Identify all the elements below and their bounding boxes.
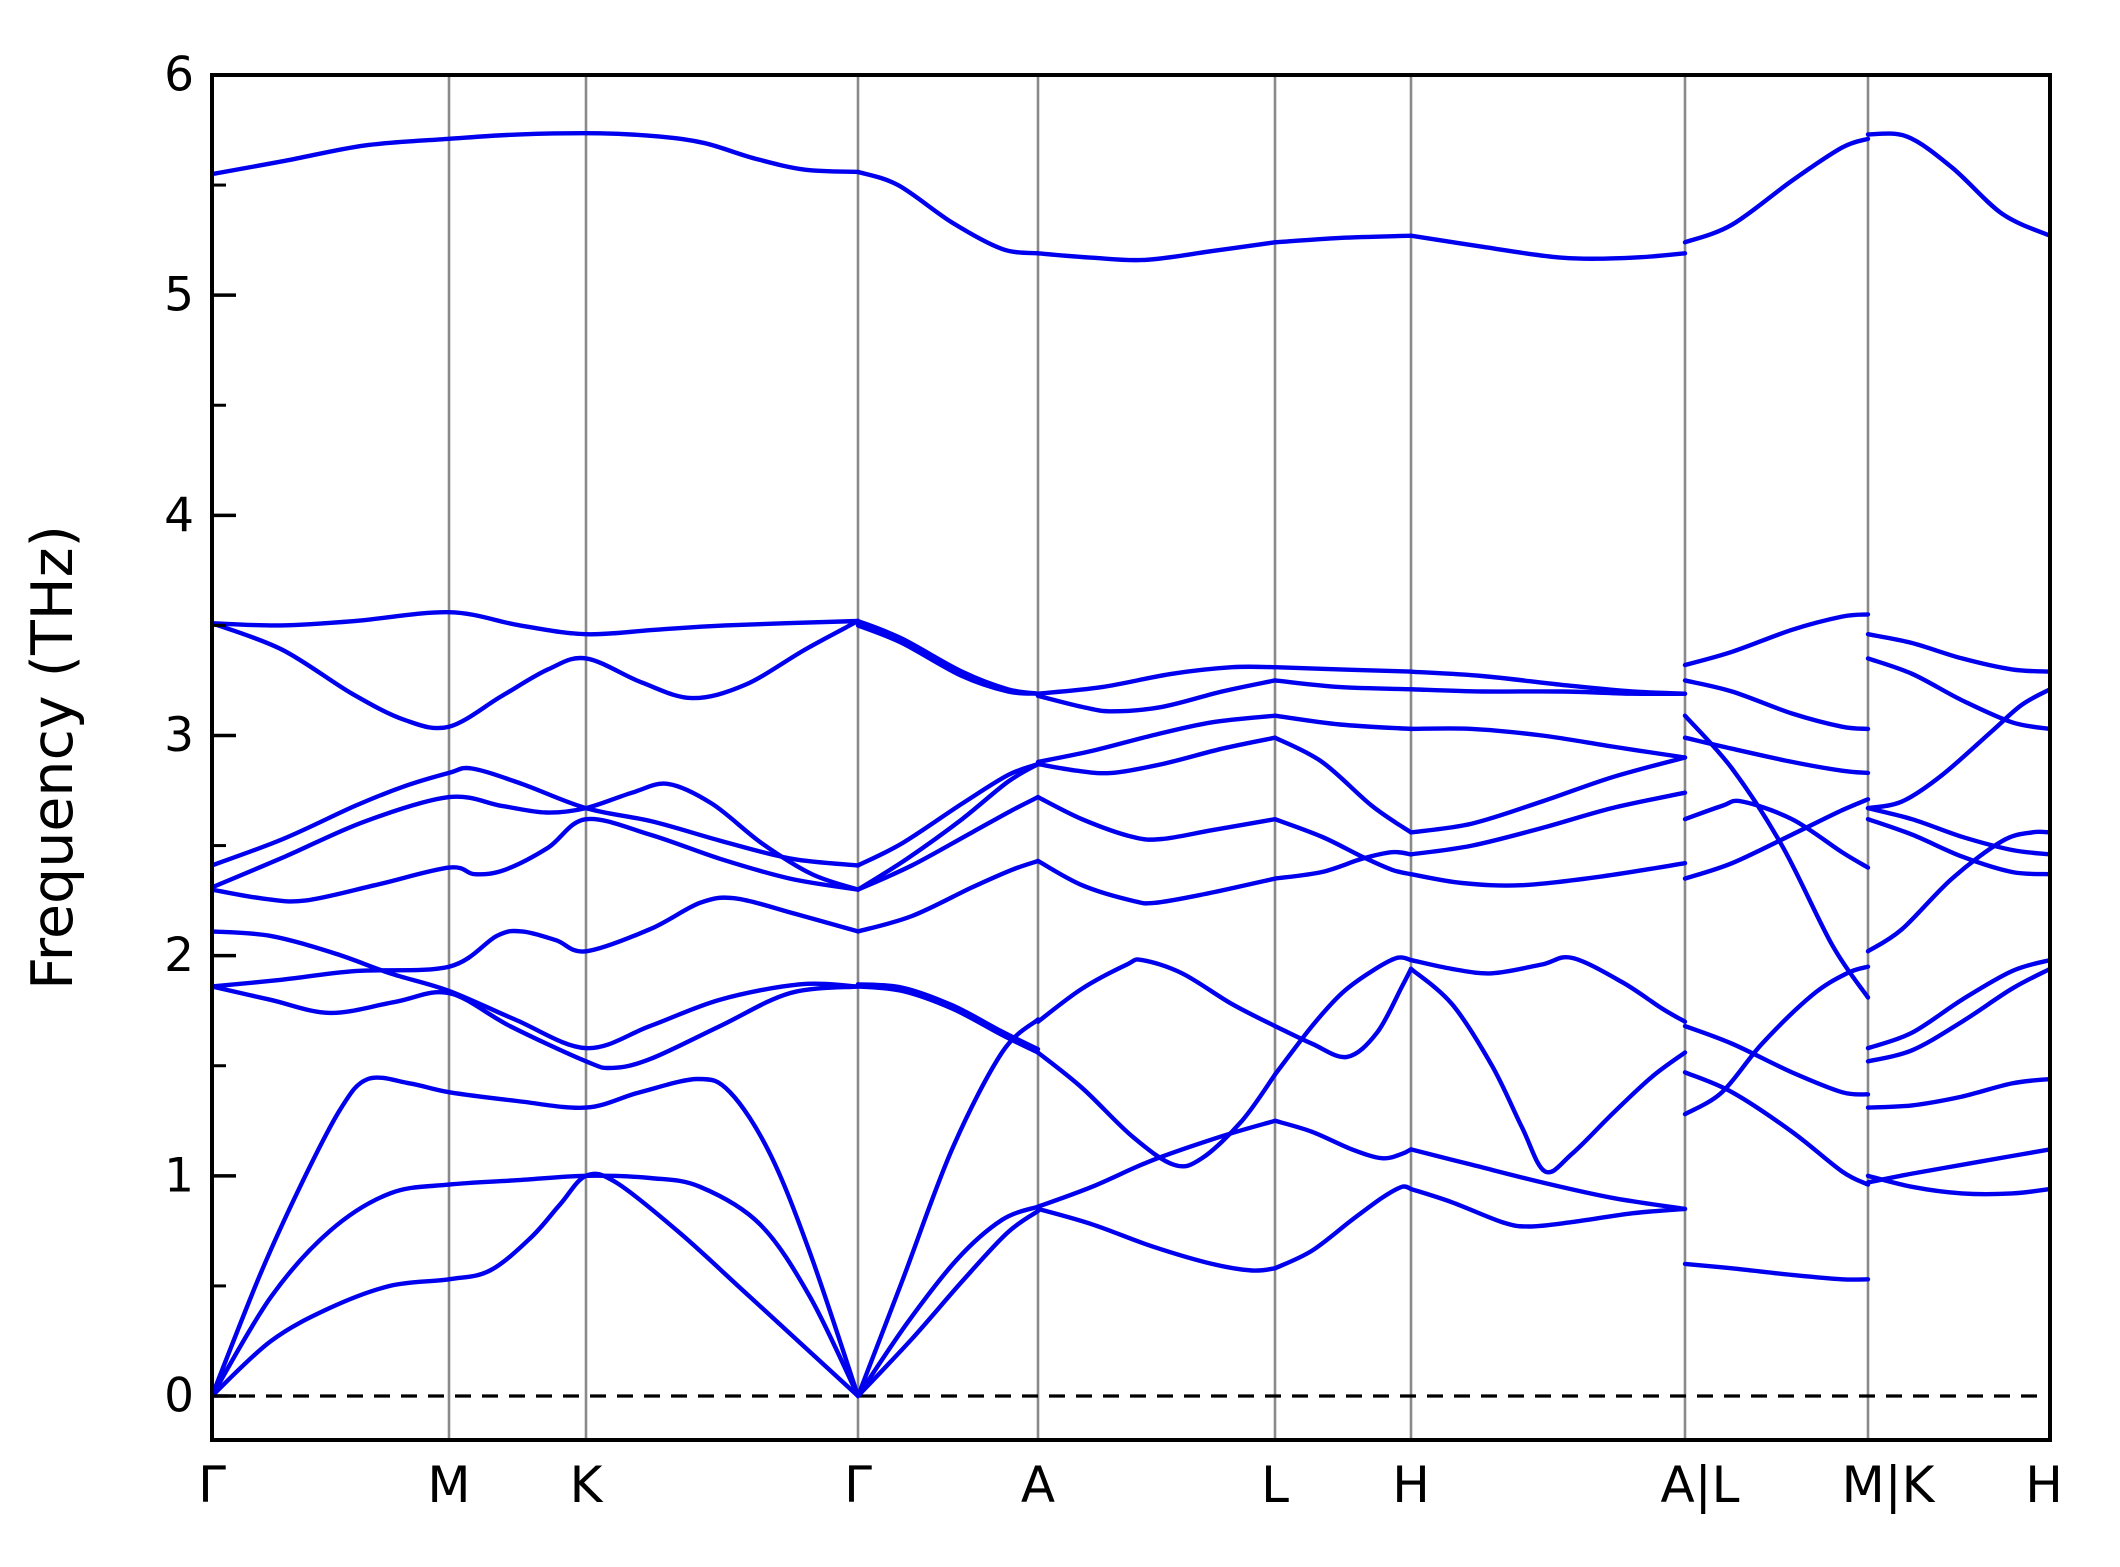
phonon-branch [1408,233,1688,261]
phonon-branch [212,609,861,637]
phonon-branch [212,929,861,1051]
kpoint-label: K [570,1456,604,1514]
phonon-branch [1272,1184,1414,1271]
phonon-branch [1682,713,1871,1000]
phonon-branch [212,781,861,892]
phonon-branch [1272,735,1414,835]
phonon-branch [855,761,1041,892]
phonon-branch [212,1173,861,1399]
y-tick-label: 5 [164,268,194,323]
phonon-branch [1035,858,1278,906]
phonon-branch [855,1204,1041,1399]
y-tick-label: 4 [164,488,194,543]
phonon-branch [1865,1147,2050,1185]
phonon-branch [1682,612,1871,668]
phonon-branch [1272,955,1414,1077]
phonon-branch [1408,966,1688,1175]
plot-frame [210,73,2052,1442]
phonon-branch [855,623,1041,696]
y-tick-label: 0 [164,1369,194,1424]
phonon-branch [1682,797,1871,881]
phonon-branch [212,765,861,868]
kpoint-label: Γ [844,1456,872,1514]
phonon-branch [1272,233,1414,245]
phonon-branch [1035,735,1278,776]
phonon-branch [1682,1261,1871,1282]
phonon-branch [1272,678,1414,692]
phonon-branch [855,761,1041,868]
kpoint-label: M [427,1456,470,1514]
kpoint-label: H [2025,1456,2063,1514]
phonon-branch [1682,678,1871,732]
phonon-branch [1865,957,2050,1051]
phonon-branch [1682,964,1871,1117]
phonon-branch [1865,1173,2050,1197]
phonon-branch [1408,955,1688,1024]
phonon-branch [1408,861,1688,888]
phonon-branch [1272,1118,1414,1161]
phonon-branch [1865,1076,2050,1110]
kpoint-label: H [1392,1456,1430,1514]
phonon-branch [1035,713,1278,765]
band-curves [212,131,2050,1399]
phonon-branch [855,1208,1041,1399]
phonon-branch [1865,805,2050,857]
phonon-branch [1865,829,2050,954]
phonon-branch [1682,735,1871,776]
kpoint-label: L [1261,1456,1289,1514]
y-tick-label: 3 [164,708,194,763]
phonon-branch [1865,966,2050,1064]
phonon-branch [1035,794,1278,842]
phonon-branch [1408,687,1688,697]
y-tick-label: 6 [164,47,194,102]
phonon-branch [212,618,861,731]
phonon-branch [212,895,861,989]
phonon-branch [1272,665,1414,674]
phonon-branch [1035,664,1278,696]
phonon-branch [855,618,1041,696]
phonon-branch [1408,790,1688,857]
phonon-branch [212,1075,861,1399]
phonon-branch [1682,1070,1871,1187]
phonon-branch [1865,656,2050,732]
phonon-branch [1682,798,1871,870]
kpoint-label: M|K [1842,1456,1936,1514]
phonon-branch [855,794,1041,892]
phonon-branch [855,984,1041,1055]
phonon-branch [1272,713,1414,732]
phonon-branch [855,1017,1041,1399]
y-tick-label: 2 [164,928,194,983]
phonon-branch [1682,136,1871,245]
phonon-branch [212,131,861,177]
phonon-branch [1408,1147,1688,1212]
phonon-branch [212,1171,861,1399]
kpoint-label: A [1021,1456,1055,1514]
phonon-branch [1682,1023,1871,1097]
phonon-branch [1408,755,1688,835]
phonon-branch [1865,687,2050,811]
phonon-branch [1035,957,1278,1029]
phonon-branch [212,816,861,904]
y-axis-title: Frequency (THz) [20,525,86,990]
phonon-branch [212,984,861,1071]
phonon-branch [1035,1206,1278,1273]
phonon-branch [1408,1186,1688,1229]
y-tick-label: 1 [164,1148,194,1203]
phonon-branch [1035,678,1278,714]
phonon-branch [855,858,1041,934]
phonon-branch [1272,966,1414,1060]
kpoint-label: A|L [1661,1456,1740,1514]
phonon-branch [855,169,1041,256]
phonon-branch [1035,240,1278,263]
kpoint-label: Γ [198,1456,226,1514]
phonon-branch [1865,632,2050,674]
phonon-branch [1035,1050,1278,1169]
phonon-branch [1865,131,2050,238]
phonon-branch [1272,849,1414,881]
phonon-branch [1865,816,2050,877]
phonon-branch [1035,1118,1278,1209]
phonon-branch [1408,726,1688,760]
